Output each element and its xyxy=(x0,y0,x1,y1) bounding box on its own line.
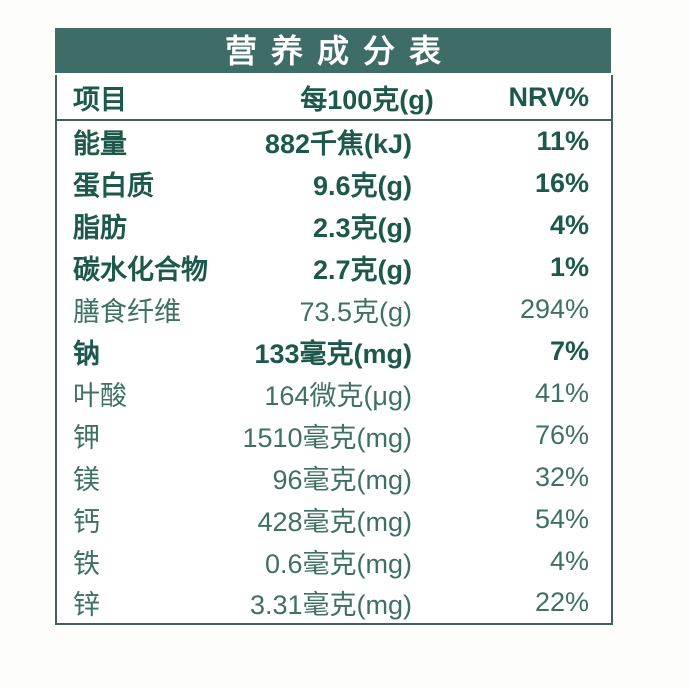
table-row: 脂肪 2.3克(g) 4% xyxy=(56,204,612,246)
nutrient-nrv: 32% xyxy=(534,461,589,492)
nutrient-nrv: 4% xyxy=(549,545,589,576)
nutrient-nrv: 41% xyxy=(534,377,589,408)
table-row: 镁 96毫克(mg) 32% xyxy=(56,456,612,498)
table-body: 能量 882千焦(kJ) 11% 蛋白质 9.6克(g) 16% 脂肪 2.3克(g) 4% 碳水… xyxy=(56,120,612,624)
table-row: 碳水化合物 2.7克(g) 1% xyxy=(56,246,612,288)
table-row: 钙 428毫克(mg) 54% xyxy=(56,498,612,540)
nutrient-name: 能量 xyxy=(73,129,127,159)
nutrient-name: 脂肪 xyxy=(73,212,127,243)
nutrient-name: 膳食纤维 xyxy=(73,296,181,327)
table-title-bar: 营养成分表 xyxy=(55,28,611,73)
nutrient-value: 164微克(μg) xyxy=(264,380,412,411)
nutrient-nrv: 76% xyxy=(534,419,589,450)
table-title: 营养成分表 xyxy=(224,32,455,69)
nutrient-name: 钠 xyxy=(73,338,100,369)
nutrient-nrv: 22% xyxy=(534,587,589,617)
nutrient-value: 9.6克(g) xyxy=(312,170,412,201)
col-header-item: 项目 xyxy=(73,84,127,115)
nutrient-value: 0.6毫克(mg) xyxy=(264,548,412,579)
nutrient-value: 428毫克(mg) xyxy=(257,506,412,537)
nutrient-value: 73.5克(g) xyxy=(299,296,412,327)
table-row: 能量 882千焦(kJ) 11% xyxy=(56,120,612,162)
table-row: 钾 1510毫克(mg) 76% xyxy=(56,414,612,456)
table-row: 叶酸 164微克(μg) 41% xyxy=(56,372,612,414)
col-header-per100g: 每100克(g) xyxy=(300,84,434,115)
nutrient-value: 882千焦(kJ) xyxy=(264,129,412,159)
nutrient-nrv: 1% xyxy=(549,251,589,282)
nutrient-nrv: 11% xyxy=(536,126,589,156)
nutrition-card: 营养成分表 项目 每100克(g) NRV% 能量 882千焦(kJ) 11% 蛋白质… xyxy=(55,28,613,625)
table-row: 膳食纤维 73.5克(g) 294% xyxy=(56,288,612,330)
nutrient-nrv: 4% xyxy=(549,209,589,240)
nutrient-value: 96毫克(mg) xyxy=(272,464,412,495)
table-row: 钠 133毫克(mg) 7% xyxy=(56,330,612,372)
nutrient-nrv: 294% xyxy=(519,293,589,324)
nutrient-name: 蛋白质 xyxy=(73,170,154,201)
nutrient-value: 3.31毫克(mg) xyxy=(249,590,412,620)
nutrient-value: 1510毫克(mg) xyxy=(242,422,412,453)
nutrient-value: 2.3克(g) xyxy=(312,212,412,243)
nutrient-nrv: 54% xyxy=(534,503,589,534)
nutrient-name: 镁 xyxy=(73,464,100,495)
nutrient-nrv: 7% xyxy=(549,335,589,366)
nutrient-value: 133毫克(mg) xyxy=(254,338,412,369)
nutrient-name: 叶酸 xyxy=(73,380,127,411)
nutrient-name: 钾 xyxy=(73,422,100,453)
col-header-nrv: NRV% xyxy=(508,81,589,112)
table-row: 蛋白质 9.6克(g) 16% xyxy=(56,162,612,204)
nutrient-value: 2.7克(g) xyxy=(312,254,412,285)
nutrient-name: 钙 xyxy=(73,506,100,537)
table-row: 锌 3.31毫克(mg) 22% xyxy=(56,582,612,624)
table-row: 铁 0.6毫克(mg) 4% xyxy=(56,540,612,582)
nutrition-table: 项目 每100克(g) NRV% 能量 882千焦(kJ) 11% 蛋白质 9.6克(g… xyxy=(55,75,613,625)
nutrient-name: 碳水化合物 xyxy=(73,254,208,285)
nutrient-name: 铁 xyxy=(73,548,100,579)
nutrient-nrv: 16% xyxy=(534,167,589,198)
table-header-row: 项目 每100克(g) NRV% xyxy=(56,75,612,120)
nutrient-name: 锌 xyxy=(73,590,100,620)
